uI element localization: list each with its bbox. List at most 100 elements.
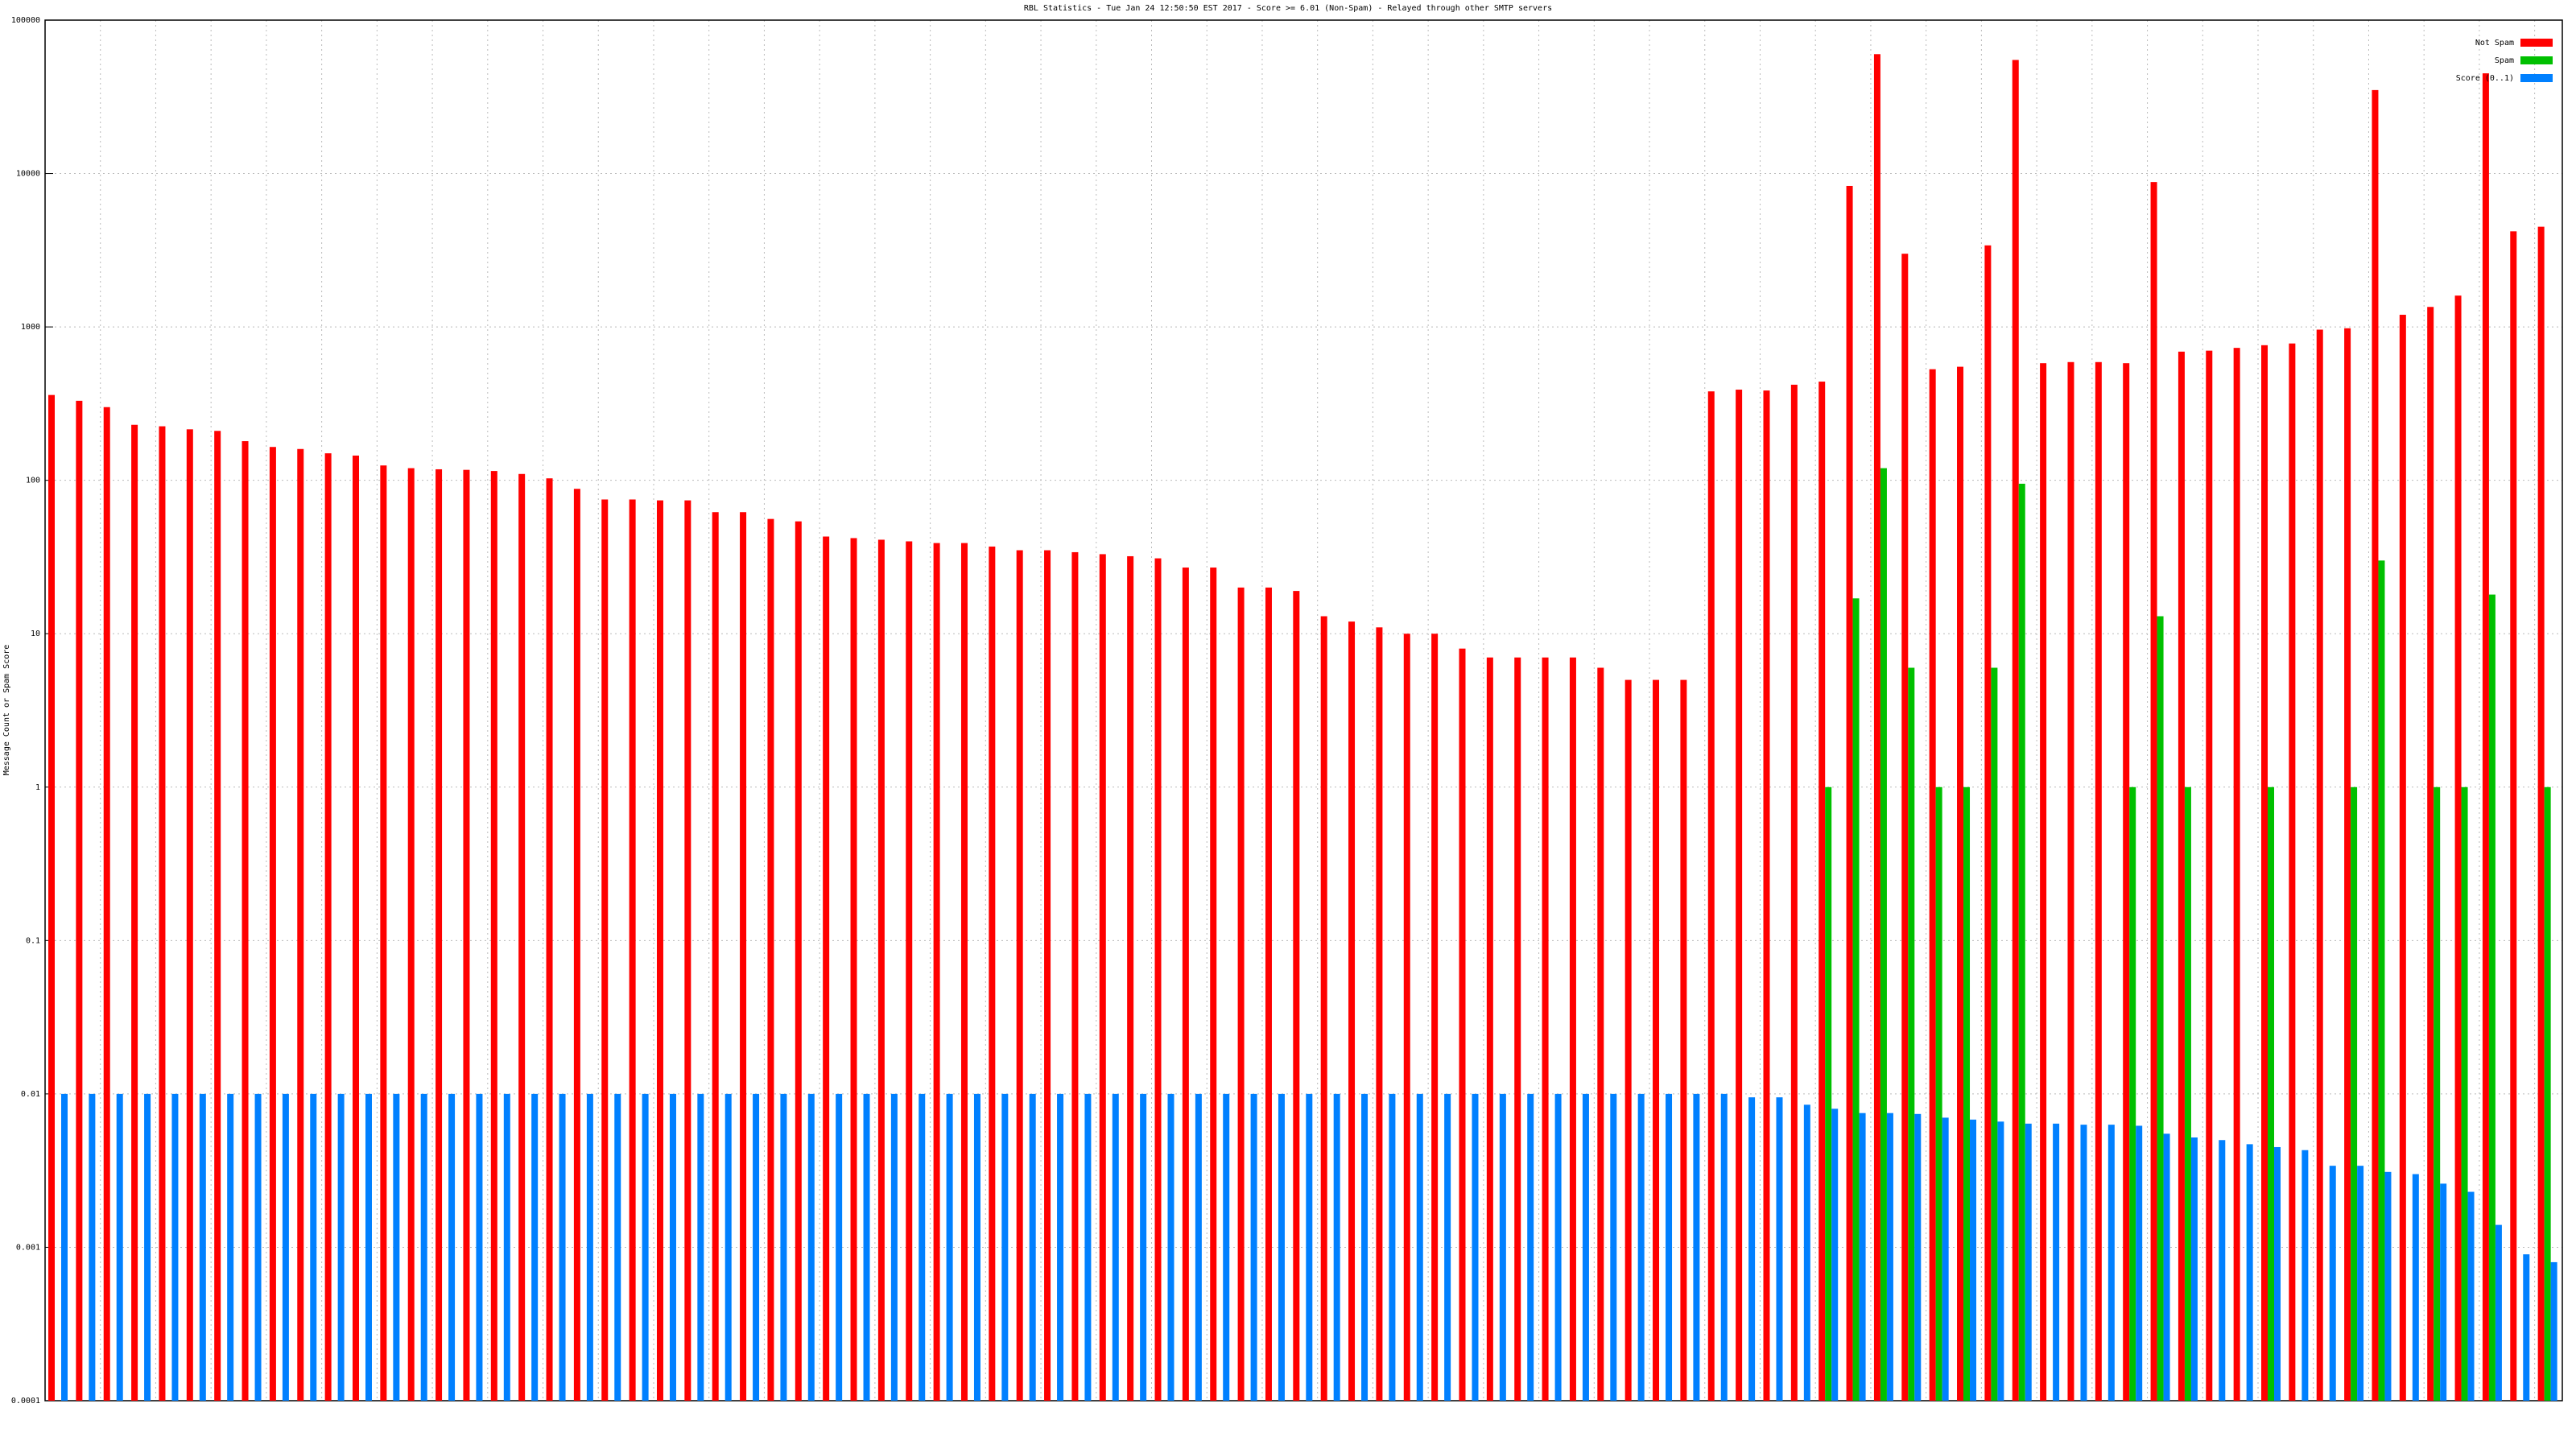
legend-swatch: [2520, 56, 2553, 64]
bar: [1929, 369, 1936, 1402]
bar: [1278, 1093, 1285, 1401]
bar: [1527, 1093, 1534, 1401]
bar: [1653, 679, 1660, 1401]
bar: [2150, 182, 2157, 1402]
bar: [2329, 1166, 2336, 1401]
bar: [2357, 1166, 2364, 1401]
y-tick-label: 0.1: [26, 936, 40, 945]
chart-title: RBL Statistics - Tue Jan 24 12:50:50 EST…: [1024, 4, 1552, 13]
bar: [1167, 1093, 1174, 1401]
bar: [1265, 587, 1272, 1401]
bar: [559, 1093, 566, 1401]
bar: [1071, 551, 1079, 1401]
bar: [61, 1093, 68, 1401]
bar: [2550, 1261, 2557, 1401]
bar: [2233, 348, 2240, 1401]
bar: [2095, 361, 2102, 1402]
bar: [1554, 1093, 1562, 1401]
y-tick-label: 100: [26, 477, 40, 485]
bar: [1852, 598, 1860, 1401]
bar: [116, 1093, 123, 1401]
bar: [1569, 657, 1576, 1401]
bar: [1942, 1117, 1949, 1401]
bar: [753, 1093, 760, 1401]
bar: [2467, 1191, 2475, 1401]
bar: [103, 407, 110, 1402]
bar: [2190, 1137, 2198, 1401]
bar: [1333, 1093, 1340, 1401]
bar: [1376, 627, 1383, 1401]
bar: [2488, 594, 2496, 1401]
bar: [2399, 315, 2406, 1401]
y-tick-label: 10: [31, 630, 40, 638]
bar: [518, 473, 526, 1401]
bar: [1680, 679, 1687, 1401]
bar: [1748, 1097, 1756, 1401]
bar: [186, 429, 193, 1402]
bar: [1140, 1093, 1147, 1401]
bar: [850, 538, 857, 1401]
bar: [1293, 591, 1300, 1401]
bar: [448, 1093, 456, 1401]
bar: [877, 539, 885, 1401]
legend-label: Score (0..1): [2456, 74, 2514, 83]
bar: [586, 1093, 593, 1401]
bar: [2378, 560, 2385, 1401]
bar: [1486, 657, 1493, 1401]
bar: [2012, 60, 2019, 1401]
bar: [1914, 1113, 1922, 1401]
bar: [823, 536, 830, 1402]
bar: [1803, 1104, 1810, 1401]
bar: [1720, 1093, 1728, 1401]
bar: [1707, 391, 1715, 1401]
bar: [1044, 550, 1051, 1401]
bar: [227, 1093, 234, 1401]
bar: [2053, 1123, 2060, 1401]
legend-swatch: [2520, 39, 2553, 47]
bar: [2440, 1183, 2447, 1401]
bar: [2510, 231, 2517, 1401]
bar: [1210, 568, 1217, 1401]
bar: [863, 1093, 870, 1401]
y-tick-label: 1: [35, 783, 40, 792]
bar: [159, 426, 166, 1401]
bar: [807, 1093, 815, 1401]
bar: [1859, 1113, 1866, 1401]
legend-label: Not Spam: [2475, 39, 2514, 47]
bar: [131, 424, 138, 1401]
bar: [1016, 550, 1023, 1401]
bar: [546, 478, 553, 1401]
bar: [1957, 366, 1964, 1402]
bar: [2495, 1224, 2502, 1401]
bar: [2178, 351, 2185, 1401]
plot-frame: [44, 19, 2563, 1402]
bar: [2384, 1171, 2392, 1401]
bar: [1846, 185, 1853, 1401]
bar: [1348, 621, 1356, 1401]
bar: [1763, 390, 1770, 1401]
bar: [2246, 1144, 2253, 1401]
bar: [380, 465, 387, 1401]
bar: [76, 400, 83, 1401]
bar: [2157, 616, 2164, 1401]
bar: [393, 1093, 400, 1401]
bar: [890, 1093, 898, 1401]
bar: [476, 1093, 483, 1401]
y-tick-label: 1000: [21, 323, 40, 332]
bar: [946, 1093, 953, 1401]
bar: [2461, 786, 2468, 1401]
bar: [1624, 679, 1632, 1401]
bar: [1361, 1093, 1368, 1401]
bar: [697, 1093, 704, 1401]
bar: [2129, 786, 2136, 1401]
bar: [767, 518, 774, 1401]
bar: [254, 1093, 262, 1401]
bar: [2206, 350, 2213, 1401]
bar: [989, 546, 996, 1401]
bar: [2107, 1125, 2115, 1401]
bar: [629, 499, 636, 1402]
bar: [337, 1093, 345, 1401]
legend-swatch: [2520, 74, 2553, 82]
y-tick-label: 0.001: [16, 1243, 40, 1252]
bar: [1001, 1093, 1009, 1401]
